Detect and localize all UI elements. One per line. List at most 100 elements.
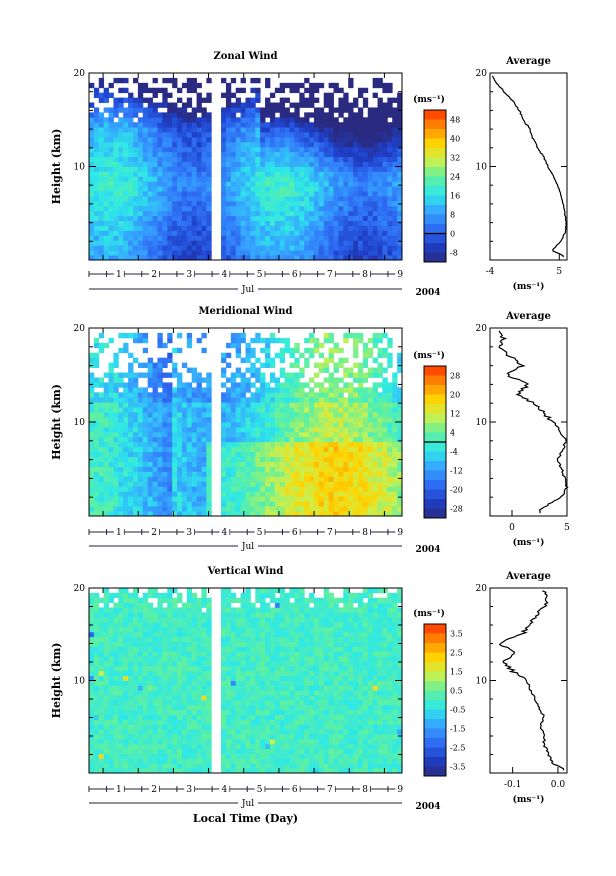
colorbar-segment xyxy=(424,728,446,739)
month-label-bg xyxy=(238,797,258,808)
date-label: 4 xyxy=(222,270,228,280)
month-label-bg xyxy=(238,540,258,551)
profile-line xyxy=(498,330,569,514)
colorbar-segment xyxy=(424,176,446,187)
heatmap-cells xyxy=(89,588,403,774)
date-label: 6 xyxy=(292,528,298,538)
ytick-label: 20 xyxy=(74,584,86,594)
ytick-label: 10 xyxy=(74,163,86,173)
year-label: 2004 xyxy=(415,545,440,555)
date-label-bg xyxy=(219,784,230,794)
colorbar-unit: (ms⁻¹) xyxy=(413,94,445,105)
colorbar-tick: 16 xyxy=(450,192,460,201)
date-label: 1 xyxy=(116,270,122,280)
colorbar-unit: (ms⁻¹) xyxy=(413,350,445,361)
colorbar-tick: -4 xyxy=(450,448,458,457)
colorbar-segment xyxy=(424,709,446,720)
colorbar-segment xyxy=(424,671,446,682)
profile-xlabel: (ms⁻¹) xyxy=(513,537,545,548)
date-label-bg xyxy=(219,269,230,279)
date-label: 3 xyxy=(186,270,192,280)
colorbar-tick: -8 xyxy=(450,249,458,258)
profile-xtick-label: 0.0 xyxy=(551,780,566,790)
date-label: 8 xyxy=(362,528,368,538)
date-label-bg xyxy=(395,527,406,537)
colorbar-segment xyxy=(424,633,446,644)
date-label: 9 xyxy=(397,528,403,538)
colorbar-unit: (ms⁻¹) xyxy=(413,608,445,619)
colorbar-segment xyxy=(424,129,446,139)
colorbar-segment xyxy=(424,757,446,767)
profile-ytick-label: 20 xyxy=(476,69,488,79)
date-label-bg xyxy=(149,527,160,537)
date-label: 5 xyxy=(257,785,263,795)
colorbar-frame xyxy=(423,623,447,777)
colorbar-segment xyxy=(424,508,446,519)
date-label: 2 xyxy=(151,270,157,280)
profile-ytick-label: 20 xyxy=(476,584,488,594)
colorbar-segment xyxy=(424,442,446,452)
data-gap xyxy=(212,588,221,773)
profile-xlabel: (ms⁻¹) xyxy=(513,281,545,292)
date-label-bg xyxy=(219,527,230,537)
colorbar-tick: 32 xyxy=(450,154,460,163)
colorbar-segment xyxy=(424,480,446,490)
colorbar-tick: 2.5 xyxy=(450,649,463,658)
profile-title: Average xyxy=(505,56,551,67)
colorbar-segment xyxy=(424,394,446,405)
colorbar-segment xyxy=(424,110,446,120)
date-label: 7 xyxy=(327,270,333,280)
date-label-bg xyxy=(395,269,406,279)
profile-ytick-label: 10 xyxy=(476,163,488,173)
profile-line xyxy=(498,590,565,771)
date-label-bg xyxy=(184,269,195,279)
y-axis-label: Height (km) xyxy=(50,643,63,719)
profile-xtick-label: 5 xyxy=(556,267,562,277)
date-label-bg xyxy=(324,784,335,794)
ytick-label: 10 xyxy=(74,677,86,687)
ytick-label: 20 xyxy=(74,324,86,334)
colorbar-tick: 3.5 xyxy=(450,630,463,639)
colorbar-segment xyxy=(424,195,446,206)
colorbar-segment xyxy=(424,681,446,691)
colorbar-tick: 0.5 xyxy=(450,687,463,696)
date-label-bg xyxy=(254,784,265,794)
month-label: Jul xyxy=(241,799,254,809)
date-label-bg xyxy=(289,784,300,794)
date-label: 2 xyxy=(151,528,157,538)
y-axis-label: Height (km) xyxy=(50,384,63,460)
date-label: 6 xyxy=(292,785,298,795)
colorbar-segment xyxy=(424,719,446,729)
date-label-bg xyxy=(113,527,124,537)
month-label: Jul xyxy=(241,285,254,295)
date-label-bg xyxy=(184,784,195,794)
profile-title: Average xyxy=(505,571,551,582)
ytick-label: 10 xyxy=(74,418,86,428)
date-label: 7 xyxy=(327,528,333,538)
date-label-bg xyxy=(289,269,300,279)
heatmap-cells xyxy=(89,332,403,517)
colorbar-tick: -12 xyxy=(450,467,463,476)
profile-xtick-label: 5 xyxy=(564,523,570,533)
colorbar-tick: -20 xyxy=(450,486,463,495)
colorbar-segment xyxy=(424,205,446,215)
colorbar-segment xyxy=(424,423,446,433)
date-label-bg xyxy=(149,784,160,794)
colorbar-segment xyxy=(424,404,446,414)
date-label: 4 xyxy=(222,785,228,795)
colorbar-tick: -28 xyxy=(450,505,463,514)
x-axis-label: Local Time (Day) xyxy=(193,812,298,825)
colorbar-segment xyxy=(424,385,446,395)
colorbar-segment xyxy=(424,167,446,177)
colorbar-tick: 8 xyxy=(450,211,455,220)
profile-frame xyxy=(489,72,568,261)
profile-frame xyxy=(489,587,568,774)
chart-title: Vertical Wind xyxy=(207,566,284,577)
colorbar-segment xyxy=(424,148,446,158)
profile-line xyxy=(492,75,568,258)
colorbar-segment xyxy=(424,766,446,777)
colorbar-segment xyxy=(424,652,446,663)
colorbar-tick: 1.5 xyxy=(450,668,463,677)
